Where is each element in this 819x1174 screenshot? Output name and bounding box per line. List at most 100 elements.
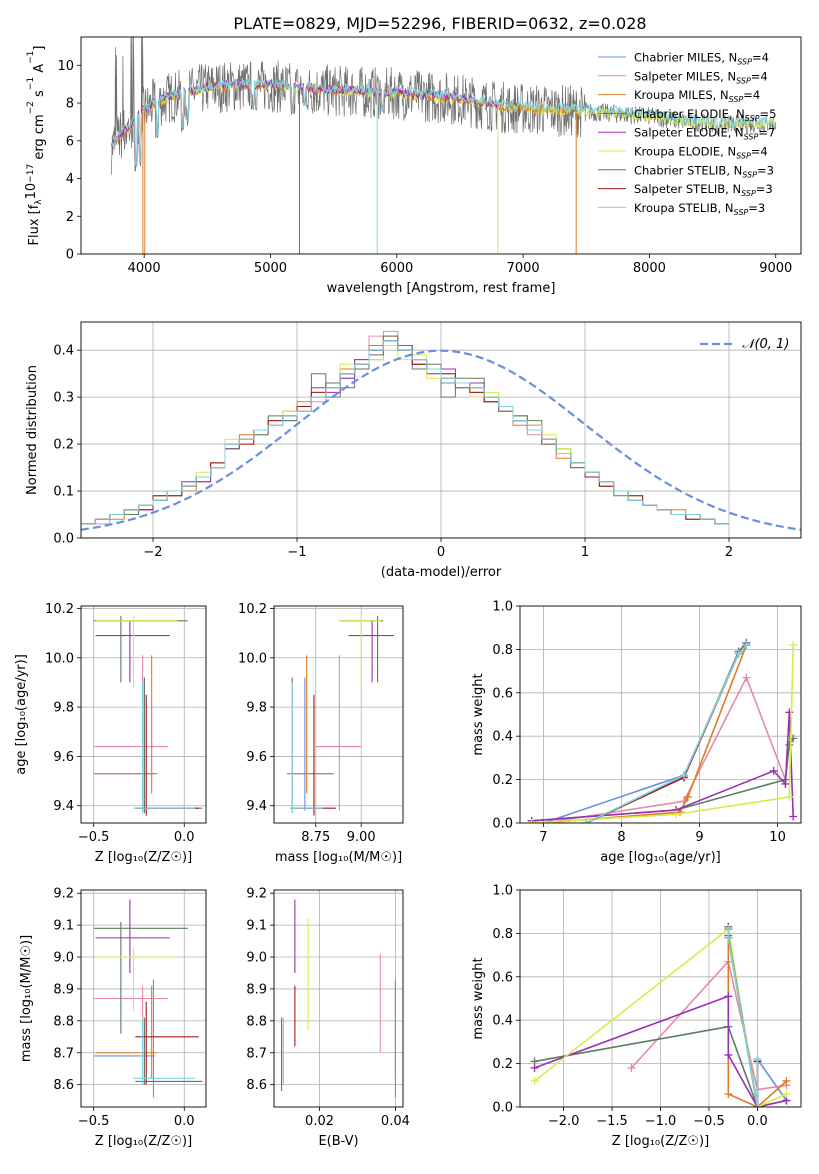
- age-vs-mass-ytick-label-1: 9.6: [246, 750, 267, 765]
- residual-histogram-frame: [80, 321, 802, 539]
- legend-label-text: Salpeter ELODIE, N: [634, 126, 744, 140]
- legend-label-4: Salpeter ELODIE, NSSP=7: [634, 126, 775, 142]
- weight-vs-age-marker-5-3: [789, 641, 798, 650]
- spectrum-ylabel-part: A: [32, 64, 47, 77]
- age-vs-mass-frame: [273, 605, 404, 824]
- weight-vs-Z-marker-1-0: [627, 1063, 636, 1072]
- spectrum-model-line-kroupa-stelib: [110, 77, 776, 166]
- legend-label-7: Salpeter STELIB, NSSP=3: [634, 182, 773, 198]
- weight-vs-age-line-5: [531, 645, 794, 823]
- mass-vs-Z-panel: −0.5 0.0 8.6 8.7 8.8 8.9 9.0 9.1 9.2 Z [log₁₀(Z/Z…: [19, 887, 207, 1149]
- age-vs-Z-ytick-label-4: 10.2: [45, 602, 74, 617]
- weight-vs-Z-xtick-label-2: −1.0: [645, 1114, 677, 1129]
- residual-histogram-ylabel: Normed distribution: [25, 365, 40, 495]
- weight-vs-age-xtick-label-3: 10: [769, 830, 786, 845]
- weight-vs-Z-marker-5-3: [782, 1089, 791, 1098]
- age-vs-Z-xlabel: Z [log₁₀(Z/Z☉)]: [95, 850, 192, 865]
- weight-vs-age-marker-8-2: [734, 649, 743, 658]
- spectrum-ylabel-part: −17: [26, 164, 36, 183]
- spectrum-ytick-label-0: 0: [66, 248, 74, 263]
- spectrum-ytick-label-3: 6: [66, 134, 74, 149]
- weight-vs-Z-xtick-label-0: −2.0: [548, 1114, 580, 1129]
- weight-vs-Z-ytick-label-5: 1.0: [492, 884, 513, 899]
- weight-vs-Z-xtick-label-3: −0.5: [693, 1114, 725, 1129]
- weight-vs-Z-marker-8-1: [724, 933, 733, 942]
- weight-vs-age-ylabel: mass weight: [471, 673, 486, 755]
- weight-vs-age-marker-4-5: [789, 812, 798, 821]
- weight-vs-Z-marker-4-1: [724, 992, 733, 1001]
- age-vs-mass-ytick-label-4: 10.2: [238, 602, 267, 617]
- weight-vs-age-marker-5-0: [527, 819, 536, 823]
- legend-label-count: =4: [751, 69, 768, 83]
- spectrum-xtick-label-4: 8000: [633, 261, 666, 276]
- legend-label-count: =4: [751, 145, 768, 159]
- hist-step-kroupa-elodie: [81, 345, 729, 525]
- mass-vs-Z-frame: [80, 889, 207, 1108]
- weight-vs-age-xtick-label-1: 8: [617, 830, 625, 845]
- age-vs-Z-xtick-label-1: 0.0: [174, 830, 195, 845]
- mass-vs-ebv-xtick-label-1: 0.04: [381, 1114, 410, 1129]
- legend-label-8: Kroupa STELIB, NSSP=3: [634, 201, 765, 217]
- legend-label-subscript: SSP: [736, 152, 751, 161]
- weight-vs-Z-plot-area: [520, 890, 801, 1107]
- weight-vs-age-line-8: [585, 644, 747, 823]
- mass-vs-ebv-ytick-label-2: 8.8: [246, 1014, 267, 1029]
- mass-vs-Z-ylabel: mass [log₁₀(M/M☉)]: [19, 935, 34, 1062]
- spectrum-xtick-label-5: 9000: [759, 261, 792, 276]
- weight-vs-age-marker-8-3: [742, 641, 751, 650]
- weight-vs-Z-marker-2-3: [782, 1076, 791, 1085]
- weight-vs-age-marker-1-2: [742, 673, 751, 682]
- residual-histogram-plot-area: [81, 322, 801, 538]
- hist-step-kroupa-stelib: [81, 340, 729, 525]
- spectrum-ylabel-part: λ: [34, 199, 44, 205]
- legend-label-subscript: SSP: [734, 208, 749, 217]
- residual-histogram-xtick-label-0: −2: [143, 545, 162, 560]
- residual-histogram-xlabel: (data-model)/error: [381, 565, 502, 580]
- legend-label-0: Chabrier MILES, NSSP=4: [634, 51, 769, 67]
- weight-vs-age-frame: [519, 605, 802, 824]
- weight-vs-age-panel: 7 8 9 10 0.0 0.2 0.4 0.6 0.8 1.0 age [log₁₀(age/yr…: [471, 600, 802, 865]
- weight-vs-Z-ytick-label-2: 0.4: [492, 1014, 513, 1029]
- age-vs-Z-ytick-label-3: 10.0: [45, 651, 74, 666]
- mass-vs-ebv-plot-area: [274, 890, 403, 1107]
- weight-vs-age-marker-4-3: [781, 779, 790, 788]
- legend-label-subscript: SSP: [737, 58, 752, 67]
- weight-vs-Z-marker-4-0: [530, 1063, 539, 1072]
- hist-step-chabrier-elodie: [81, 345, 729, 525]
- weight-vs-Z-xtick-label-4: 0.0: [747, 1114, 768, 1129]
- residual-histogram-panel: −2 −1 0 1 2 0.0 0.1 0.2 0.3 0.4 (data-model)/error…: [25, 321, 802, 580]
- spectrum-ylabel-part: ]: [32, 46, 47, 51]
- age-vs-Z-panel: −0.5 0.0 9.4 9.6 9.8 10.0 10.2 Z [log₁₀(Z/Z☉)] a…: [14, 602, 207, 865]
- weight-vs-age-plot-area: [520, 606, 801, 823]
- weight-vs-age-marker-8-1: [679, 771, 688, 780]
- weight-vs-Z-marker-8-2: [753, 1103, 762, 1107]
- age-vs-mass-panel: 8.75 9.00 9.4 9.6 9.8 10.0 10.2 mass [log₁₀(M/M…: [238, 602, 404, 865]
- mass-vs-ebv-ytick-label-6: 9.2: [246, 887, 267, 902]
- legend-label-1: Salpeter MILES, NSSP=4: [634, 69, 768, 85]
- spectrum-ylabel-part: −1: [26, 77, 36, 90]
- weight-vs-Z-frame: [519, 889, 802, 1108]
- legend-label-subscript: SSP: [745, 114, 760, 123]
- mass-vs-Z-plot-area: [81, 890, 206, 1107]
- weight-vs-Z-line-8: [727, 929, 759, 1107]
- legend-label-count: =3: [757, 163, 774, 177]
- weight-vs-Z-xtick-label-1: −1.5: [596, 1114, 628, 1129]
- legend-label-count: =4: [752, 51, 769, 65]
- weight-vs-Z-marker-8-3: [753, 1055, 762, 1064]
- age-vs-Z-xtick-label-0: −0.5: [78, 830, 110, 845]
- mass-vs-Z-xtick-label-0: −0.5: [78, 1114, 110, 1129]
- age-vs-mass-xtick-label-1: 9.00: [347, 830, 376, 845]
- hist-legend-label: 𝒩(0, 1): [742, 337, 789, 352]
- weight-vs-Z-marker-8-0: [724, 925, 733, 934]
- weight-vs-Z-ytick-label-0: 0.0: [492, 1101, 513, 1116]
- mass-vs-Z-ytick-label-0: 8.6: [53, 1078, 74, 1093]
- weight-vs-age-ytick-label-5: 1.0: [492, 600, 513, 615]
- weight-vs-Z-ytick-label-4: 0.8: [492, 927, 513, 942]
- weight-vs-Z-panel: −2.0 −1.5 −1.0 −0.5 0.0 0.0 0.2 0.4 0.6 0.8 1.0 Z […: [471, 884, 802, 1149]
- legend-label-text: Chabrier ELODIE, N: [634, 107, 745, 121]
- mass-vs-ebv-xtick-label-0: 0.02: [305, 1114, 334, 1129]
- legend-label-text: Salpeter MILES, N: [634, 69, 736, 83]
- legend-label-text: Chabrier STELIB, N: [634, 163, 742, 177]
- mass-vs-ebv-frame: [273, 889, 404, 1108]
